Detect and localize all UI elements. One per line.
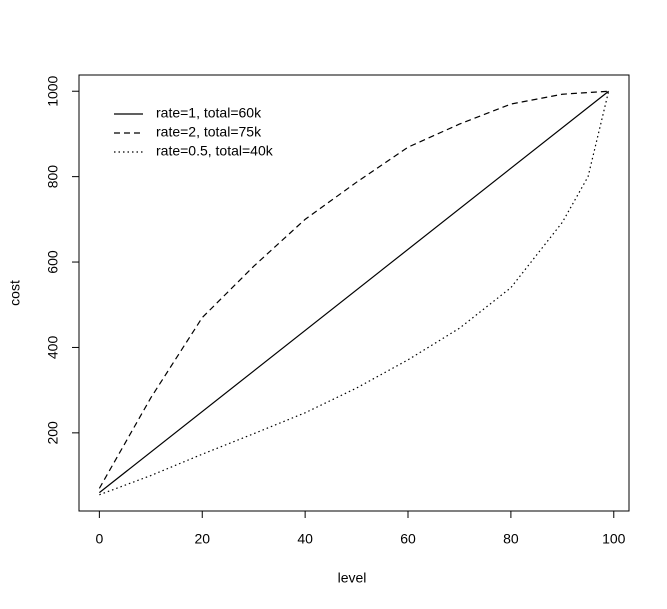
- x-tick-label: 20: [194, 531, 210, 547]
- x-tick-label: 0: [95, 531, 103, 547]
- x-tick-label: 80: [503, 531, 519, 547]
- legend-label: rate=0.5, total=40k: [156, 143, 274, 159]
- line-series: [98, 90, 609, 489]
- x-tick-label: 60: [400, 531, 416, 547]
- x-axis-label: level: [338, 570, 367, 586]
- y-tick-label: 200: [45, 421, 61, 445]
- y-tick-label: 800: [45, 165, 61, 189]
- y-tick-label: 1000: [45, 75, 61, 106]
- x-tick-label: 100: [602, 531, 626, 547]
- x-tick-label: 40: [297, 531, 313, 547]
- y-axis-label: cost: [7, 280, 23, 306]
- line-series: [98, 90, 610, 494]
- legend-label: rate=1, total=60k: [156, 105, 262, 121]
- y-tick-label: 600: [45, 250, 61, 274]
- legend-label: rate=2, total=75k: [156, 124, 262, 140]
- y-tick-label: 400: [45, 336, 61, 360]
